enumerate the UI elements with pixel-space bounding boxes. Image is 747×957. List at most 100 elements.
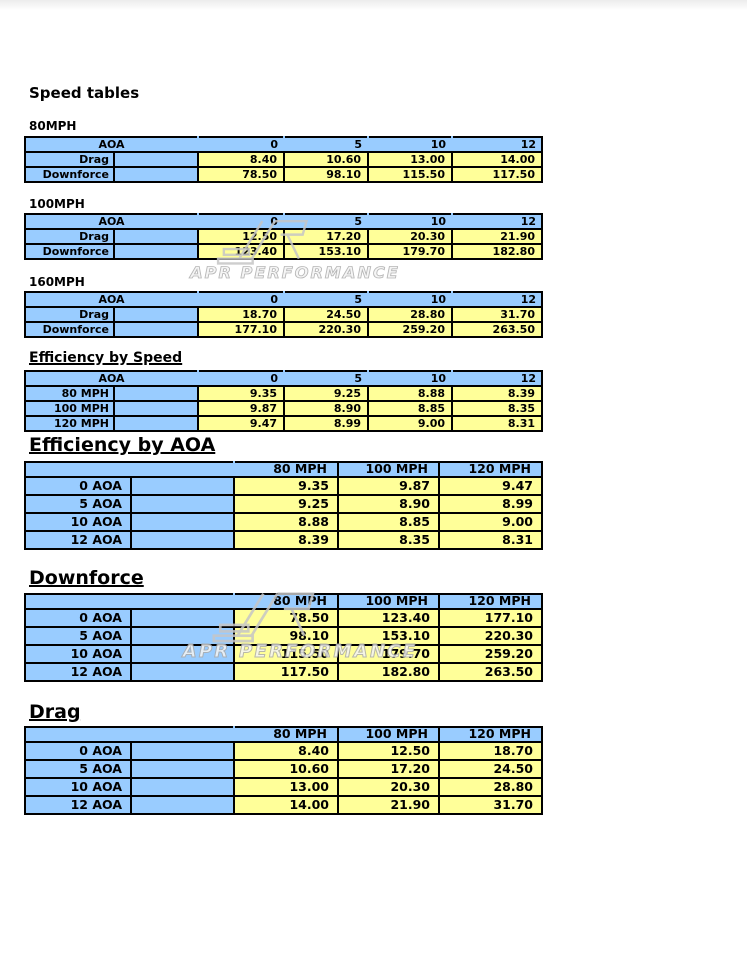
aoa-header-cell: 12: [451, 291, 543, 308]
table-row: Downforce 177.10 220.30 259.20 263.50: [24, 321, 543, 338]
value-cell: 24.50: [283, 306, 369, 323]
row-label: Downforce: [24, 321, 115, 338]
value-cell: 20.30: [367, 228, 453, 245]
value-cell: 179.70: [367, 243, 453, 260]
heading-160mph: 160MPH: [29, 275, 85, 289]
page-top-shadow: [0, 0, 747, 10]
value-cell: 8.39: [233, 530, 339, 550]
table-row: 80 MPH 100 MPH 120 MPH: [24, 726, 543, 743]
corner-header-cell: [24, 726, 235, 743]
value-cell: 78.50: [233, 608, 339, 628]
spacer-cell: [113, 321, 199, 338]
value-cell: 9.87: [197, 400, 285, 417]
value-cell: 9.47: [197, 415, 285, 432]
row-label: 10 AOA: [24, 644, 132, 664]
table-row: Drag 8.40 10.60 13.00 14.00: [24, 151, 543, 168]
table-row: 12 AOA 117.50 182.80 263.50: [24, 662, 543, 682]
value-cell: 8.85: [367, 400, 453, 417]
table-efficiency-by-speed: AOA 0 5 10 12 80 MPH 9.35 9.25 8.88 8.39…: [24, 370, 543, 432]
value-cell: 12.50: [197, 228, 285, 245]
row-label: Drag: [24, 306, 115, 323]
row-label: 80 MPH: [24, 385, 115, 402]
aoa-header-cell: 5: [283, 291, 369, 308]
spacer-cell: [130, 476, 235, 496]
table-row: 5 AOA 9.25 8.90 8.99: [24, 494, 543, 514]
table-row: Downforce 123.40 153.10 179.70 182.80: [24, 243, 543, 260]
watermark-brand-text: APR PERFORMANCE: [188, 263, 400, 282]
row-label: 12 AOA: [24, 530, 132, 550]
value-cell: 8.88: [233, 512, 339, 532]
spacer-cell: [113, 151, 199, 168]
row-label: 100 MPH: [24, 400, 115, 417]
speed-header-cell: 120 MPH: [438, 593, 543, 610]
row-label: 5 AOA: [24, 626, 132, 646]
table-row: 80 MPH 9.35 9.25 8.88 8.39: [24, 385, 543, 402]
speed-header-cell: 120 MPH: [438, 461, 543, 478]
value-cell: 14.00: [233, 795, 339, 815]
value-cell: 8.31: [438, 530, 543, 550]
corner-header-cell: [24, 461, 235, 478]
value-cell: 263.50: [438, 662, 543, 682]
heading-downforce: Downforce: [29, 567, 144, 589]
aoa-header-cell: 10: [367, 291, 453, 308]
table-row: 12 AOA 14.00 21.90 31.70: [24, 795, 543, 815]
table-row: 10 AOA 13.00 20.30 28.80: [24, 777, 543, 797]
value-cell: 9.00: [367, 415, 453, 432]
row-label: 12 AOA: [24, 662, 132, 682]
value-cell: 10.60: [283, 151, 369, 168]
value-cell: 153.10: [337, 626, 440, 646]
value-cell: 31.70: [438, 795, 543, 815]
corner-header-cell: AOA: [24, 213, 199, 230]
aoa-header-cell: 5: [283, 213, 369, 230]
spacer-cell: [113, 228, 199, 245]
table-downforce: 80 MPH 100 MPH 120 MPH 0 AOA 78.50 123.4…: [24, 593, 543, 682]
aoa-header-cell: 0: [197, 291, 285, 308]
table-row: 0 AOA 8.40 12.50 18.70: [24, 741, 543, 761]
aoa-header-cell: 12: [451, 213, 543, 230]
value-cell: 13.00: [233, 777, 339, 797]
value-cell: 182.80: [451, 243, 543, 260]
table-row: Drag 12.50 17.20 20.30 21.90: [24, 228, 543, 245]
row-label: Drag: [24, 151, 115, 168]
speed-header-cell: 100 MPH: [337, 593, 440, 610]
table-row: 0 AOA 78.50 123.40 177.10: [24, 608, 543, 628]
spacer-cell: [130, 644, 235, 664]
row-label: 12 AOA: [24, 795, 132, 815]
value-cell: 17.20: [283, 228, 369, 245]
value-cell: 9.25: [233, 494, 339, 514]
value-cell: 28.80: [438, 777, 543, 797]
spacer-cell: [130, 777, 235, 797]
aoa-header-cell: 0: [197, 136, 285, 153]
aoa-header-cell: 0: [197, 370, 285, 387]
aoa-header-cell: 10: [367, 136, 453, 153]
aoa-header-cell: 12: [451, 370, 543, 387]
value-cell: 8.85: [337, 512, 440, 532]
value-cell: 8.31: [451, 415, 543, 432]
table-160mph: AOA 0 5 10 12 Drag 18.70 24.50 28.80 31.…: [24, 291, 543, 338]
spacer-cell: [113, 415, 199, 432]
value-cell: 9.47: [438, 476, 543, 496]
value-cell: 263.50: [451, 321, 543, 338]
value-cell: 8.99: [438, 494, 543, 514]
table-efficiency-by-aoa: 80 MPH 100 MPH 120 MPH 0 AOA 9.35 9.87 9…: [24, 461, 543, 550]
value-cell: 14.00: [451, 151, 543, 168]
value-cell: 12.50: [337, 741, 440, 761]
row-label: 0 AOA: [24, 608, 132, 628]
spacer-cell: [130, 626, 235, 646]
value-cell: 21.90: [337, 795, 440, 815]
value-cell: 220.30: [283, 321, 369, 338]
heading-80mph: 80MPH: [29, 119, 77, 133]
value-cell: 8.90: [283, 400, 369, 417]
page-title: Speed tables: [29, 84, 140, 102]
table-row: Downforce 78.50 98.10 115.50 117.50: [24, 166, 543, 183]
value-cell: 8.35: [451, 400, 543, 417]
table-row: 120 MPH 9.47 8.99 9.00 8.31: [24, 415, 543, 432]
table-row: 5 AOA 10.60 17.20 24.50: [24, 759, 543, 779]
speed-header-cell: 80 MPH: [233, 726, 339, 743]
value-cell: 28.80: [367, 306, 453, 323]
value-cell: 24.50: [438, 759, 543, 779]
corner-header-cell: AOA: [24, 370, 199, 387]
value-cell: 177.10: [197, 321, 285, 338]
table-row: AOA 0 5 10 12: [24, 370, 543, 387]
